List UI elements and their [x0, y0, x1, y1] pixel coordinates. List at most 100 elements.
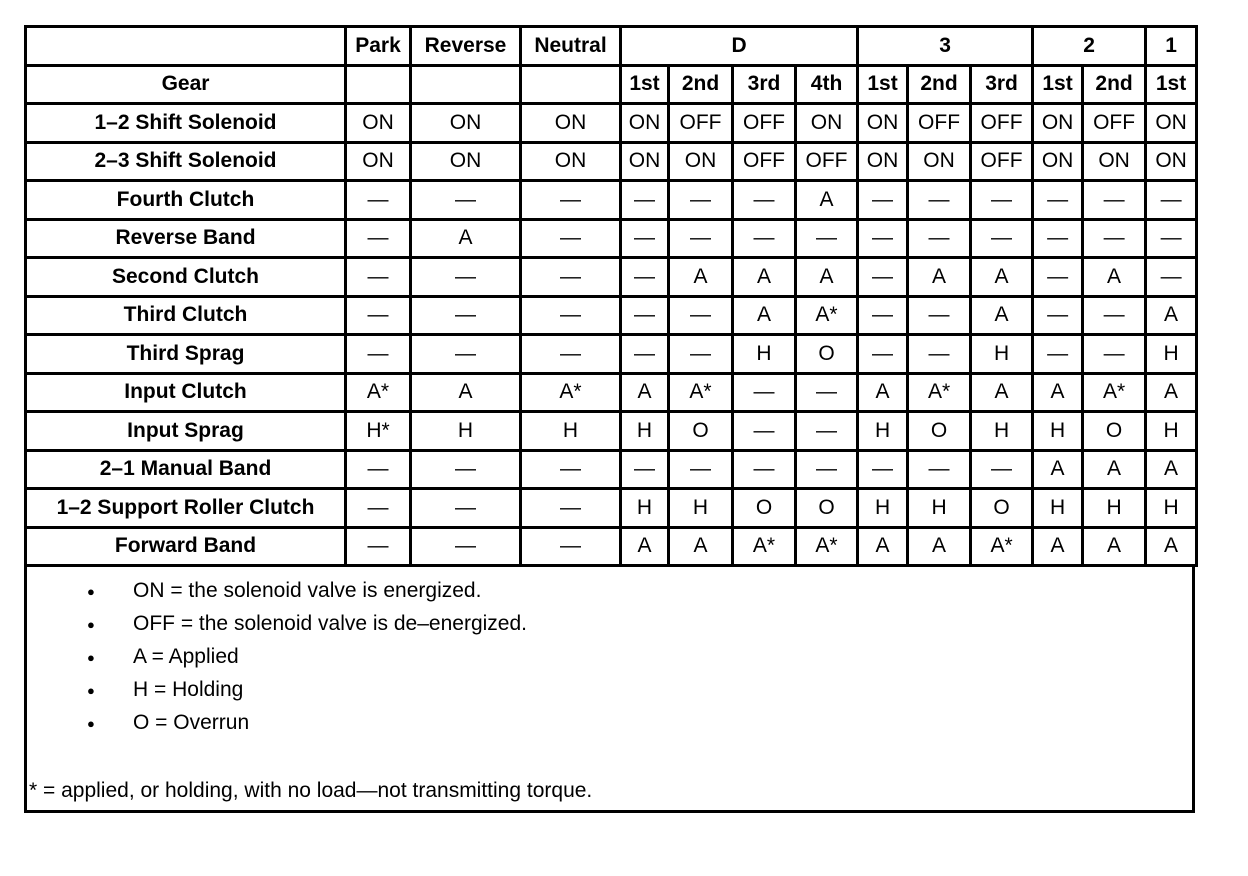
table-cell: A* [519, 371, 622, 413]
table-cell: H [519, 410, 622, 452]
table-cell: A [969, 256, 1035, 298]
table-cell: O [1081, 410, 1148, 452]
bullet-icon: ● [87, 683, 95, 698]
table-row: Second Clutch — — — — A A A — A A — A — [24, 256, 1199, 298]
table-cell: ON [1144, 140, 1199, 182]
range-header: 3 [856, 25, 1035, 67]
table-cell: A [619, 525, 670, 567]
table-cell: A [1144, 525, 1199, 567]
row-label: Input Sprag [24, 410, 347, 452]
table-row: 1–2 Support Roller Clutch — — — H H O O H H O H H H [24, 487, 1199, 529]
table-cell: OFF [969, 102, 1035, 144]
table-cell: ON [409, 102, 522, 144]
table-cell: ON [344, 102, 412, 144]
table-cell: OFF [793, 140, 860, 182]
table-cell: — [409, 179, 522, 221]
table-cell: A [1081, 448, 1148, 490]
table-cell: A* [1081, 371, 1148, 413]
table-cell: O [793, 487, 860, 529]
gear-header [409, 63, 522, 105]
legend-text: H = Holding [133, 678, 244, 701]
table-cell: — [793, 217, 860, 259]
table-cell: — [1031, 179, 1085, 221]
table-cell: H [1144, 333, 1199, 375]
table-cell: A [619, 371, 670, 413]
table-cell: — [519, 448, 622, 490]
table-cell: — [667, 333, 734, 375]
table-cell: A [731, 256, 797, 298]
legend-text: O = Overrun [133, 711, 250, 734]
row-label: 2–1 Manual Band [24, 448, 347, 490]
row-label: Third Sprag [24, 333, 347, 375]
table-cell: ON [344, 140, 412, 182]
table-cell: A [1144, 448, 1199, 490]
header-row-range: Park Reverse Neutral D 3 2 1 [24, 25, 1199, 67]
table-cell: — [344, 217, 412, 259]
table-cell: OFF [731, 102, 797, 144]
table-cell: ON [1031, 102, 1085, 144]
row-label: Second Clutch [24, 256, 347, 298]
table-row: Fourth Clutch — — — — — — A — — — — — — [24, 179, 1199, 221]
table-cell: H [1081, 487, 1148, 529]
range-header: D [618, 25, 860, 67]
table-cell: ON [906, 140, 973, 182]
table-cell: A [667, 525, 734, 567]
table-cell: — [856, 179, 910, 221]
table-row: 2–1 Manual Band — — — — — — — — — — A A A [24, 448, 1199, 490]
table-cell: OFF [731, 140, 797, 182]
table-cell: A [1081, 256, 1148, 298]
table-cell: — [519, 294, 622, 336]
table-cell: — [1031, 256, 1085, 298]
table-row: 2–3 Shift Solenoid ON ON ON ON ON OFF OFF ON ON OF… [24, 140, 1199, 182]
table-cell: ON [793, 102, 860, 144]
table-cell: — [519, 487, 622, 529]
table-cell: A [856, 371, 910, 413]
gear-header: 4th [793, 63, 860, 105]
table-cell: H [667, 487, 734, 529]
table-cell: — [969, 217, 1035, 259]
table-cell: — [969, 179, 1035, 221]
table-cell: — [409, 256, 522, 298]
table-cell: — [619, 179, 670, 221]
header-row-gear: Gear 1st 2nd 3rd 4th 1st 2nd 3rd 1st 2nd 1st [24, 63, 1199, 105]
table-cell: — [344, 256, 412, 298]
table-cell: A [906, 525, 973, 567]
table-cell: A [1031, 525, 1085, 567]
table-cell: — [1144, 217, 1199, 259]
table-cell: A* [667, 371, 734, 413]
legend-notes: ● ON = the solenoid valve is energized. ● O… [24, 567, 1195, 813]
table-cell: O [906, 410, 973, 452]
row-label: 1–2 Support Roller Clutch [24, 487, 347, 529]
table-cell: H [619, 487, 670, 529]
table-row: Third Clutch — — — — — A A* — — A — — A [24, 294, 1199, 336]
gear-header: 3rd [731, 63, 797, 105]
table-cell: — [731, 179, 797, 221]
table-cell: — [1144, 179, 1199, 221]
row-label: Reverse Band [24, 217, 347, 259]
table-cell: — [519, 217, 622, 259]
table-cell: — [793, 410, 860, 452]
range-header: Reverse [409, 25, 522, 67]
table-cell: — [1031, 333, 1085, 375]
table-cell: — [793, 371, 860, 413]
legend-text: A = Applied [133, 645, 239, 668]
table-cell: — [793, 448, 860, 490]
table-cell: — [1031, 294, 1085, 336]
table-cell: H [856, 410, 910, 452]
table-cell: A* [906, 371, 973, 413]
table-cell: H [856, 487, 910, 529]
table-cell: A [409, 217, 522, 259]
table-cell: — [344, 448, 412, 490]
table-cell: A [793, 179, 860, 221]
table-cell: — [409, 333, 522, 375]
table-cell: — [731, 371, 797, 413]
table-cell: H [969, 333, 1035, 375]
table-cell: H [1144, 410, 1199, 452]
table-cell: — [856, 294, 910, 336]
table-cell: — [856, 217, 910, 259]
table-cell: A [856, 525, 910, 567]
table-cell: A* [344, 371, 412, 413]
row-label: Input Clutch [24, 371, 347, 413]
row-label: Fourth Clutch [24, 179, 347, 221]
range-header: 1 [1144, 25, 1199, 67]
